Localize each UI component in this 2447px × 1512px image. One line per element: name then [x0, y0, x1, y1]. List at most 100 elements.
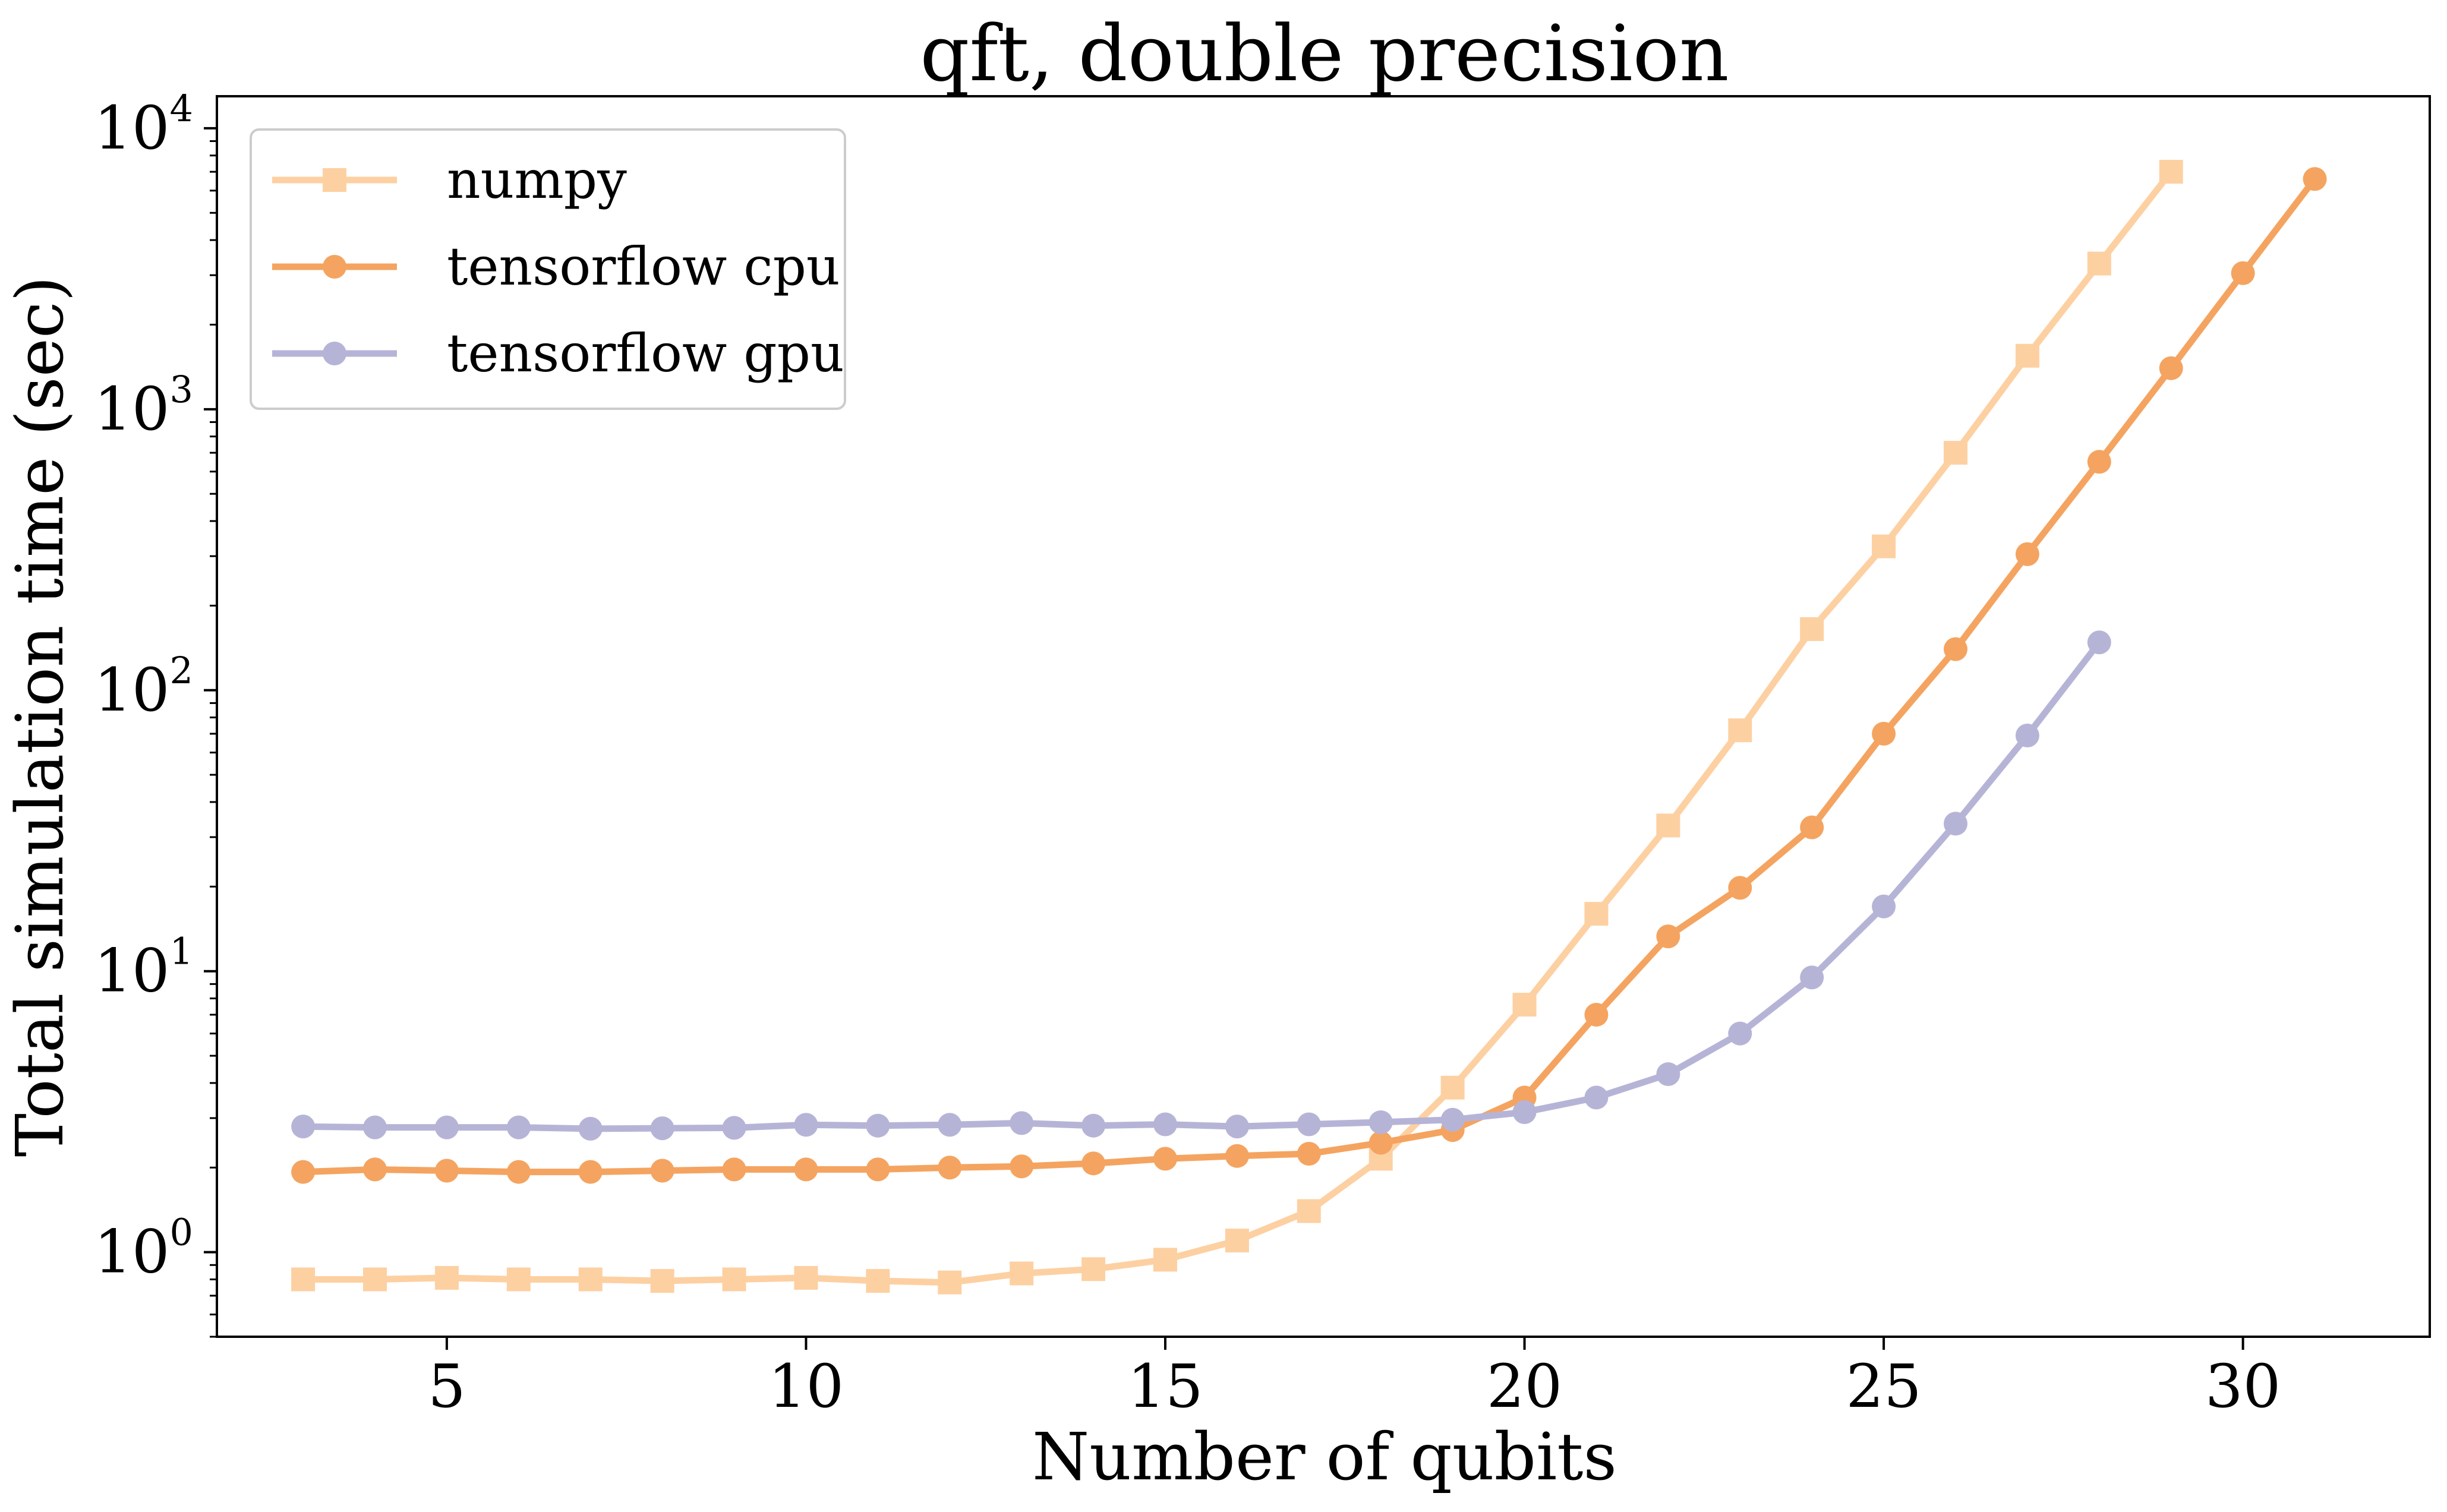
data-point-tensorflow-cpu-31 — [2303, 167, 2327, 191]
legend-items: numpy tensorflow cpu tensorflow gpu — [272, 149, 844, 384]
legend: numpy tensorflow cpu tensorflow gpu — [250, 128, 846, 410]
data-point-tensorflow-cpu-9 — [722, 1157, 746, 1182]
data-point-numpy-16 — [1225, 1229, 1249, 1253]
data-point-tensorflow-cpu-11 — [866, 1157, 890, 1182]
legend-label-numpy: numpy — [447, 149, 627, 210]
series-line-tensorflow-gpu — [299, 639, 2103, 1132]
y-tick-label-0: 100 — [94, 1211, 193, 1287]
data-point-tensorflow-gpu-14 — [1081, 1113, 1106, 1138]
data-point-tensorflow-gpu-25 — [1872, 894, 1896, 918]
data-point-tensorflow-gpu-12 — [938, 1113, 962, 1137]
data-point-numpy-20 — [1512, 993, 1537, 1017]
data-point-tensorflow-gpu-27 — [2015, 723, 2039, 747]
data-point-tensorflow-cpu-8 — [650, 1159, 674, 1183]
data-point-tensorflow-gpu-21 — [1584, 1085, 1609, 1110]
data-point-tensorflow-cpu-21 — [1584, 1002, 1609, 1027]
x-tick-label-5: 5 — [428, 1352, 466, 1421]
data-point-tensorflow-cpu-17 — [1297, 1141, 1321, 1166]
data-point-numpy-10 — [794, 1265, 818, 1290]
y-axis-label: Total simulation time (sec) — [2, 276, 78, 1157]
data-point-tensorflow-cpu-10 — [794, 1157, 818, 1182]
chart-title: qft, double precision — [920, 8, 1729, 99]
data-point-numpy-12 — [938, 1270, 962, 1295]
data-point-numpy-25 — [1872, 534, 1896, 558]
legend-item-tensorflow-gpu: tensorflow gpu — [272, 323, 844, 384]
x-tick-label-25: 25 — [1846, 1352, 1921, 1421]
x-tick-label-10: 10 — [768, 1352, 844, 1421]
data-point-tensorflow-gpu-9 — [722, 1116, 746, 1140]
data-point-tensorflow-cpu-13 — [1010, 1154, 1034, 1179]
data-point-numpy-27 — [2015, 343, 2039, 368]
x-tick-label-20: 20 — [1487, 1352, 1562, 1421]
legend-item-tensorflow-cpu: tensorflow cpu — [272, 236, 840, 297]
data-point-numpy-26 — [1944, 441, 1967, 465]
data-point-tensorflow-cpu-25 — [1872, 722, 1896, 746]
data-point-numpy-22 — [1656, 813, 1680, 838]
data-point-tensorflow-cpu-23 — [1728, 876, 1752, 900]
data-point-numpy-21 — [1584, 902, 1609, 926]
data-point-numpy-8 — [650, 1269, 674, 1293]
data-point-tensorflow-cpu-26 — [1944, 637, 1967, 661]
legend-marker-tensorflow-gpu — [323, 342, 346, 365]
y-tick-label-3: 103 — [94, 368, 193, 444]
data-point-tensorflow-gpu-8 — [650, 1116, 674, 1141]
x-axis: 5 10 15 20 25 30 — [428, 1337, 2281, 1421]
data-point-tensorflow-cpu-5 — [434, 1159, 459, 1183]
y-tick-label-1: 101 — [94, 930, 193, 1006]
series-tensorflow-cpu — [291, 167, 2327, 1184]
data-point-tensorflow-gpu-19 — [1440, 1107, 1465, 1132]
data-point-tensorflow-gpu-5 — [434, 1115, 459, 1139]
data-point-tensorflow-cpu-6 — [506, 1160, 531, 1184]
data-point-tensorflow-cpu-14 — [1081, 1151, 1106, 1176]
data-point-tensorflow-gpu-11 — [866, 1113, 890, 1138]
data-point-numpy-24 — [1800, 617, 1824, 641]
data-point-numpy-7 — [578, 1267, 603, 1292]
data-point-numpy-19 — [1440, 1075, 1465, 1100]
y-tick-label-4: 104 — [94, 87, 193, 163]
legend-marker-numpy — [323, 168, 346, 192]
x-tick-label-15: 15 — [1127, 1352, 1203, 1421]
data-point-numpy-28 — [2087, 251, 2111, 276]
data-point-numpy-29 — [2159, 160, 2183, 184]
data-point-numpy-5 — [434, 1265, 459, 1290]
plot-frame — [216, 95, 2431, 1338]
y-axis: 100 101 102 103 104 — [94, 87, 217, 1338]
data-point-tensorflow-gpu-20 — [1512, 1100, 1537, 1124]
data-point-tensorflow-cpu-22 — [1656, 924, 1680, 949]
data-point-tensorflow-cpu-27 — [2015, 542, 2039, 566]
data-point-tensorflow-gpu-22 — [1656, 1062, 1680, 1087]
data-point-numpy-23 — [1728, 718, 1752, 743]
data-point-numpy-4 — [363, 1267, 387, 1292]
data-point-tensorflow-cpu-3 — [291, 1160, 316, 1184]
data-point-tensorflow-gpu-15 — [1153, 1112, 1177, 1137]
data-point-tensorflow-gpu-13 — [1010, 1111, 1034, 1135]
legend-label-tensorflow-gpu: tensorflow gpu — [447, 323, 844, 384]
data-point-tensorflow-cpu-28 — [2087, 450, 2111, 474]
data-point-tensorflow-gpu-28 — [2087, 630, 2111, 655]
data-point-numpy-17 — [1297, 1199, 1321, 1223]
legend-box — [250, 128, 846, 410]
x-axis-label: Number of qubits — [1032, 1419, 1617, 1495]
legend-item-numpy: numpy — [272, 149, 627, 210]
data-point-tensorflow-cpu-30 — [2231, 261, 2255, 285]
data-point-tensorflow-gpu-10 — [794, 1113, 818, 1137]
data-point-numpy-3 — [291, 1267, 316, 1292]
data-point-numpy-11 — [866, 1269, 890, 1293]
data-point-tensorflow-gpu-26 — [1944, 812, 1967, 836]
data-point-tensorflow-gpu-3 — [291, 1115, 316, 1139]
legend-label-tensorflow-cpu: tensorflow cpu — [447, 236, 840, 297]
plot-area — [216, 95, 2431, 1338]
y-tick-label-2: 102 — [94, 649, 193, 725]
data-point-tensorflow-gpu-23 — [1728, 1021, 1752, 1046]
data-point-tensorflow-gpu-4 — [363, 1115, 387, 1139]
series-numpy — [291, 160, 2183, 1295]
data-point-numpy-6 — [506, 1267, 531, 1292]
series-layer — [291, 160, 2327, 1295]
data-point-tensorflow-cpu-29 — [2159, 356, 2183, 380]
data-point-numpy-9 — [722, 1267, 746, 1292]
data-point-numpy-13 — [1010, 1261, 1034, 1286]
series-tensorflow-gpu — [291, 630, 2111, 1141]
data-point-tensorflow-gpu-24 — [1800, 965, 1824, 990]
data-point-numpy-14 — [1081, 1257, 1106, 1281]
